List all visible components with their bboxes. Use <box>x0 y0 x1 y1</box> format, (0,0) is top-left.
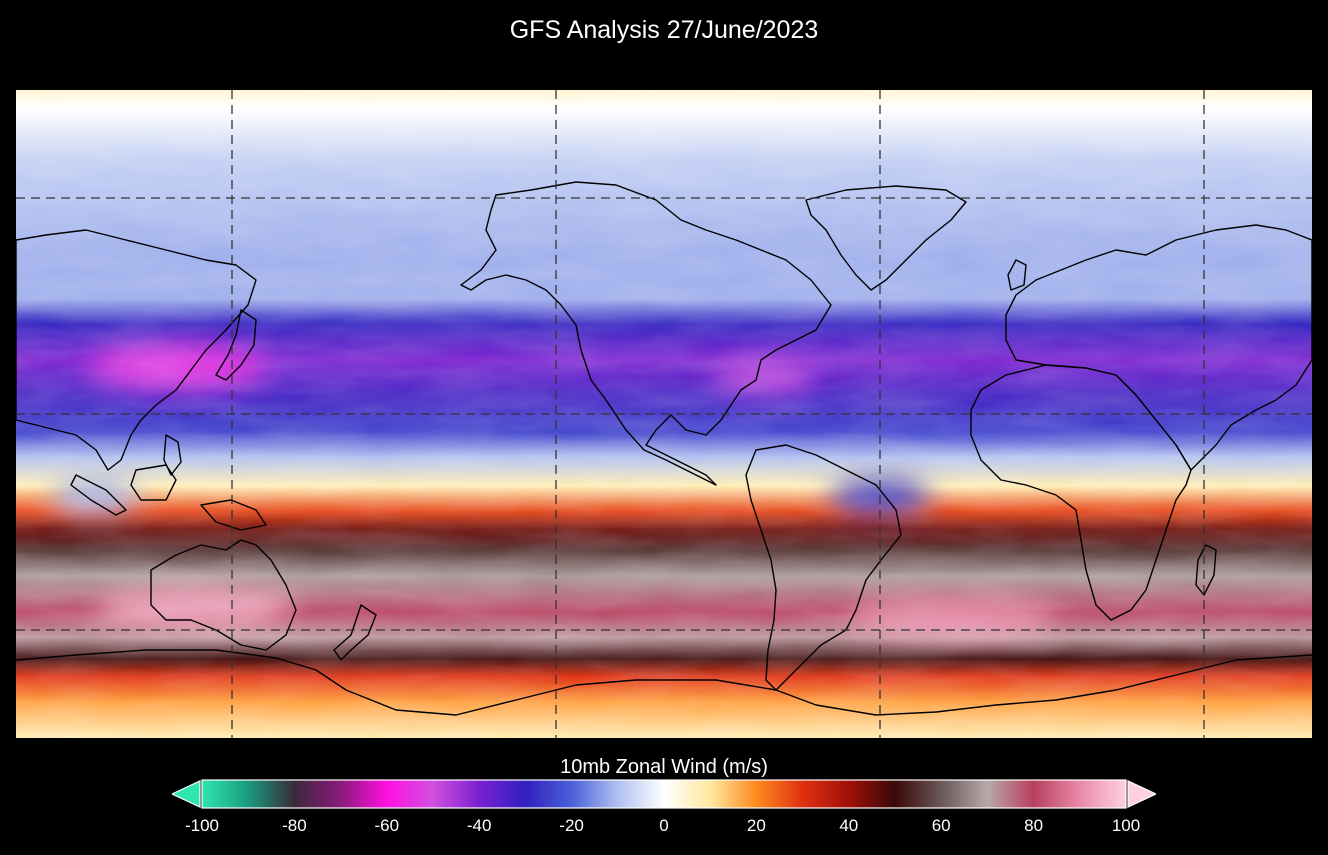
coastline-australia <box>150 539 297 651</box>
graticule <box>16 90 1312 738</box>
coastline-madagascar <box>1195 544 1217 596</box>
coastline-uk <box>1007 259 1027 291</box>
colorbar-tick-label: -80 <box>282 816 307 835</box>
coastline-greenland <box>805 185 967 291</box>
map-title: GFS Analysis 27/June/2023 <box>509 16 819 44</box>
colorbar-max-extend-arrow <box>1127 780 1156 808</box>
coastline-north-america <box>460 181 832 486</box>
coastline-sumatra <box>70 474 127 516</box>
coastline-eurasia <box>1005 224 1312 471</box>
colorbar-tick-label: 60 <box>931 816 951 835</box>
colorbar-tick-label: 40 <box>839 816 859 835</box>
coastline-philippines <box>163 434 182 476</box>
colorbar-tick-label: -100 <box>184 816 220 835</box>
coastline-new-zealand <box>333 604 377 661</box>
colorbar-tick-label: -40 <box>466 816 492 835</box>
coastlines <box>16 181 1312 716</box>
coastline-south-america <box>745 444 902 691</box>
colorbar-tick-label: 80 <box>1024 816 1044 835</box>
colorbar-tick-label: 0 <box>659 816 669 835</box>
coastline-antarctica <box>16 649 1312 716</box>
colorbar <box>172 779 1156 809</box>
coastline-east-asia <box>16 229 257 471</box>
coastline-new-guinea <box>200 499 267 531</box>
colorbar-tick-label: -60 <box>374 816 400 835</box>
colorbar-tick-label: 100 <box>1111 816 1141 835</box>
colorbar-min-extend-arrow <box>172 780 201 808</box>
colorbar-gradient <box>201 779 1127 809</box>
coastline-japan <box>215 309 257 381</box>
zonal-wind-map <box>16 90 1312 738</box>
map-svg <box>16 90 1312 738</box>
colorbar-tick-label: 20 <box>746 816 766 835</box>
colorbar-tick-label: -20 <box>559 816 584 835</box>
colorbar-label: 10mb Zonal Wind (m/s) <box>560 756 768 778</box>
